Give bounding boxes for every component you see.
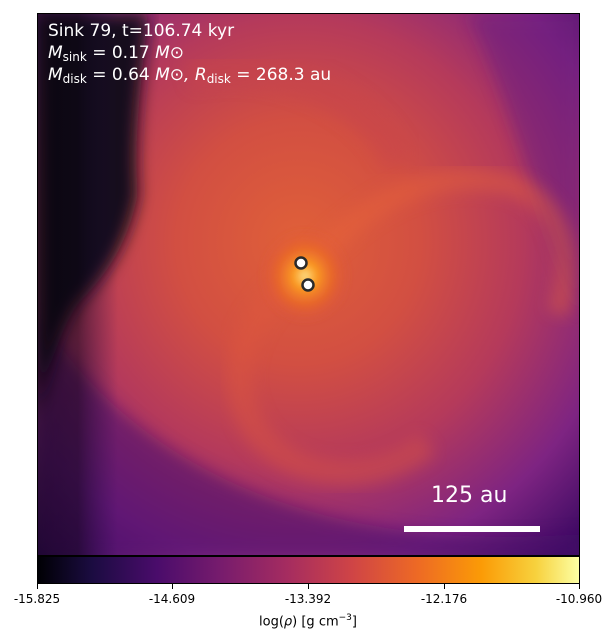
sink-mass-line: Msink = 0.17 M⊙ xyxy=(48,43,184,68)
m-disk-value: = 0.64 xyxy=(92,65,150,85)
cbar-label-exp: −3 xyxy=(338,613,352,623)
colorbar-tick-label: -15.825 xyxy=(13,592,61,606)
sink-marker-2 xyxy=(301,278,315,292)
cbar-label-mid: ) [g cm xyxy=(292,614,339,630)
r-disk-value: = 268.3 au xyxy=(236,65,332,85)
colorbar-tick xyxy=(444,584,445,589)
colorbar-tick-label: -10.960 xyxy=(555,592,603,606)
m-sink-sub: sink xyxy=(62,50,87,64)
density-map xyxy=(38,14,579,555)
colorbar-tick-label: -14.609 xyxy=(148,592,196,606)
m-sink-value: = 0.17 xyxy=(92,43,150,63)
colorbar-label: log(ρ) [g cm−3] xyxy=(259,613,357,629)
colorbar xyxy=(37,556,580,584)
m-disk-symbol: M xyxy=(48,65,63,85)
density-map-panel: Sink 79, t=106.74 kyr Msink = 0.17 M⊙ Md… xyxy=(37,13,580,556)
sink-title: Sink 79, t=106.74 kyr xyxy=(48,21,235,41)
cbar-label-rho: ρ xyxy=(283,614,293,630)
colorbar-tick xyxy=(579,584,580,589)
colorbar-tick xyxy=(308,584,309,589)
colorbar-tick-label: -12.176 xyxy=(420,592,468,606)
m-sink-symbol: M xyxy=(48,43,63,63)
colorbar-tick-label: -13.392 xyxy=(284,592,332,606)
m-disk-unit: M⊙, xyxy=(155,65,190,85)
scale-bar-label: 125 au xyxy=(431,483,508,508)
sink-marker-1 xyxy=(294,256,308,270)
m-disk-sub: disk xyxy=(62,72,87,86)
cbar-label-suffix: ] xyxy=(351,614,357,630)
m-sink-unit: M⊙ xyxy=(155,43,185,63)
disk-line: Mdisk = 0.64 M⊙, Rdisk = 268.3 au xyxy=(48,65,331,90)
r-disk-symbol: R xyxy=(194,65,207,85)
cbar-label-prefix: log( xyxy=(259,614,284,630)
colorbar-tick xyxy=(172,584,173,589)
colorbar-tick xyxy=(37,584,38,589)
r-disk-sub: disk xyxy=(206,72,231,86)
scale-bar xyxy=(404,526,540,532)
